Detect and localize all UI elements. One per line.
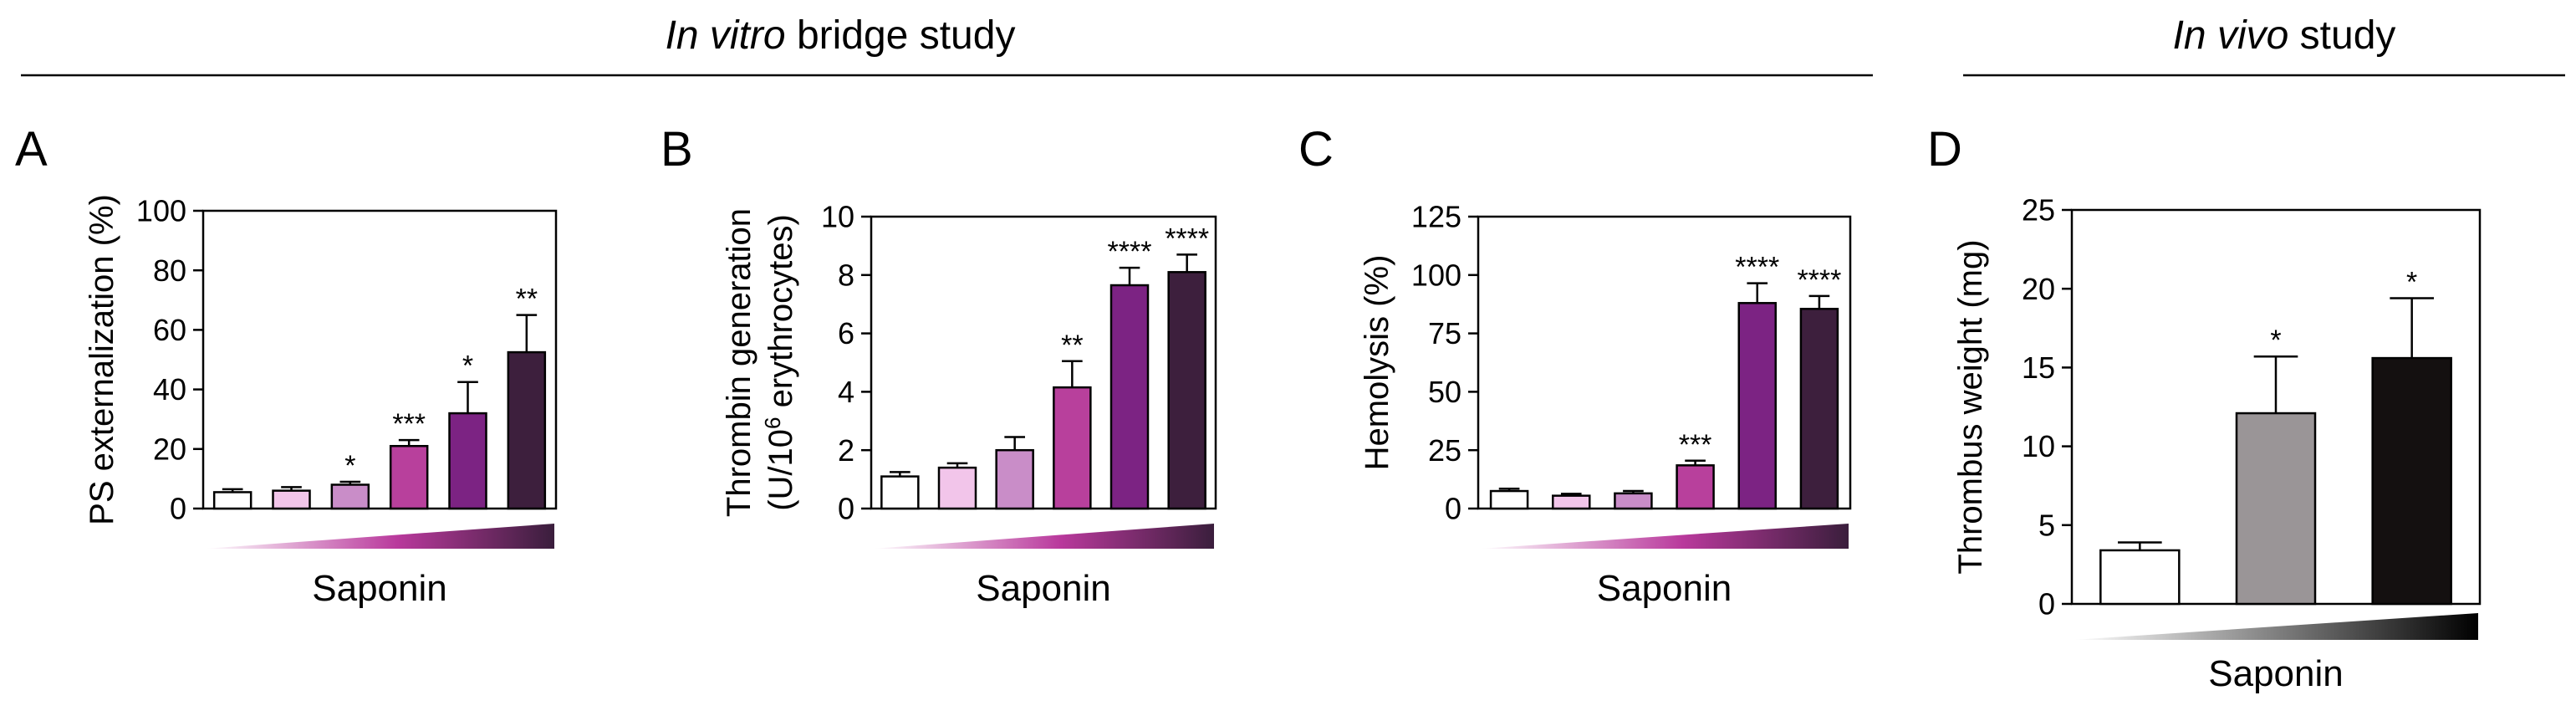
- bar: [995, 448, 1034, 510]
- significance-label: ***: [392, 408, 426, 440]
- y-tick-label: 4: [838, 375, 854, 409]
- y-tick-label: 25: [1428, 433, 1461, 468]
- x-axis-title: Saponin: [2208, 653, 2343, 694]
- panel-label-d: D: [1927, 122, 1962, 176]
- bar: [212, 491, 252, 510]
- significance-label: **: [1061, 330, 1083, 361]
- bar: [1552, 494, 1591, 510]
- y-tick-label: 5: [2038, 508, 2055, 542]
- y-tick-label: 25: [2022, 193, 2055, 228]
- bar: [330, 483, 370, 510]
- y-tick-label: 50: [1428, 375, 1461, 409]
- y-tick-label: 8: [838, 258, 854, 292]
- bar: [1053, 386, 1092, 510]
- bar: [880, 475, 920, 510]
- bar: [937, 466, 977, 510]
- y-tick-label: 75: [1428, 316, 1461, 350]
- in-vivo-section-title: In vivo study: [2173, 13, 2396, 58]
- y-tick-label: 100: [136, 194, 186, 228]
- bar: [1799, 308, 1839, 510]
- y-axis-title-line2: (U/106 erythrocytes): [760, 214, 799, 511]
- chart-thrombus-weight: 0 5 10 15 20 25 Thrombus weight (mg) * * Saponin: [1952, 193, 2482, 694]
- bar: [448, 412, 487, 510]
- y-tick-label: 20: [153, 432, 186, 466]
- plot-frame: [870, 215, 1217, 510]
- significance-label: ***: [1679, 429, 1712, 461]
- panel-label-a: A: [15, 122, 48, 176]
- y-tick-label: 0: [838, 492, 854, 526]
- significance-label: **: [516, 284, 538, 315]
- panel-label-b: B: [661, 122, 693, 176]
- plot-frame: [201, 209, 558, 510]
- y-axis-title: Thrombus weight (mg): [1952, 239, 1989, 574]
- y-tick-label: 10: [821, 200, 854, 234]
- x-axis-title: Saponin: [976, 568, 1110, 609]
- y-tick-label: 125: [1411, 200, 1461, 234]
- y-axis-unit-superscript: 6: [760, 417, 785, 429]
- significance-label: ****: [1165, 222, 1209, 254]
- y-axis-unit-prefix: (U/10: [763, 429, 799, 511]
- y-tick-label: 0: [170, 492, 186, 526]
- concentration-ramp: [2074, 613, 2478, 640]
- x-axis-title: Saponin: [1597, 568, 1732, 609]
- y-tick-label: 80: [153, 253, 186, 288]
- y-tick-label: 15: [2022, 350, 2055, 385]
- bar: [1109, 284, 1150, 510]
- bar: [272, 489, 311, 510]
- y-tick-label: 0: [2038, 587, 2055, 621]
- y-tick-label: 10: [2022, 429, 2055, 463]
- x-axis-title: Saponin: [312, 568, 446, 609]
- y-axis-title: Thrombin generation: [721, 208, 757, 517]
- bar: [2371, 356, 2452, 606]
- significance-label: ****: [1797, 264, 1841, 296]
- significance-label: *: [2270, 325, 2281, 356]
- significance-label: ****: [1735, 252, 1779, 284]
- y-axis-title: Hemolysis (%): [1359, 255, 1395, 471]
- significance-label: *: [344, 450, 355, 482]
- concentration-ramp: [1480, 524, 1849, 549]
- y-axis-title: PS externalization (%): [84, 194, 120, 525]
- panel-label-c: C: [1298, 122, 1334, 176]
- y-tick-label: 2: [838, 433, 854, 468]
- bar: [1737, 302, 1777, 510]
- y-tick-label: 6: [838, 316, 854, 350]
- y-tick-label: 0: [1445, 492, 1461, 526]
- bar: [2099, 549, 2181, 606]
- plot-frame: [1477, 215, 1852, 510]
- y-tick-label: 100: [1411, 258, 1461, 292]
- y-axis-unit-suffix: erythrocytes): [763, 214, 799, 417]
- significance-label: ****: [1108, 236, 1152, 268]
- bar: [2235, 412, 2317, 606]
- y-tick-label: 60: [153, 313, 186, 347]
- y-tick-label: 40: [153, 372, 186, 407]
- in-vitro-section-title: In vitro bridge study: [666, 13, 1016, 58]
- significance-label: *: [2406, 267, 2417, 299]
- bar: [1676, 464, 1715, 510]
- bar: [1489, 489, 1529, 510]
- bar: [507, 350, 547, 510]
- bar: [389, 444, 429, 510]
- significance-label: *: [462, 350, 473, 382]
- bar: [1614, 492, 1653, 510]
- concentration-ramp: [873, 524, 1214, 549]
- y-tick-label: 20: [2022, 272, 2055, 306]
- concentration-ramp: [205, 524, 554, 549]
- bar: [1167, 271, 1206, 510]
